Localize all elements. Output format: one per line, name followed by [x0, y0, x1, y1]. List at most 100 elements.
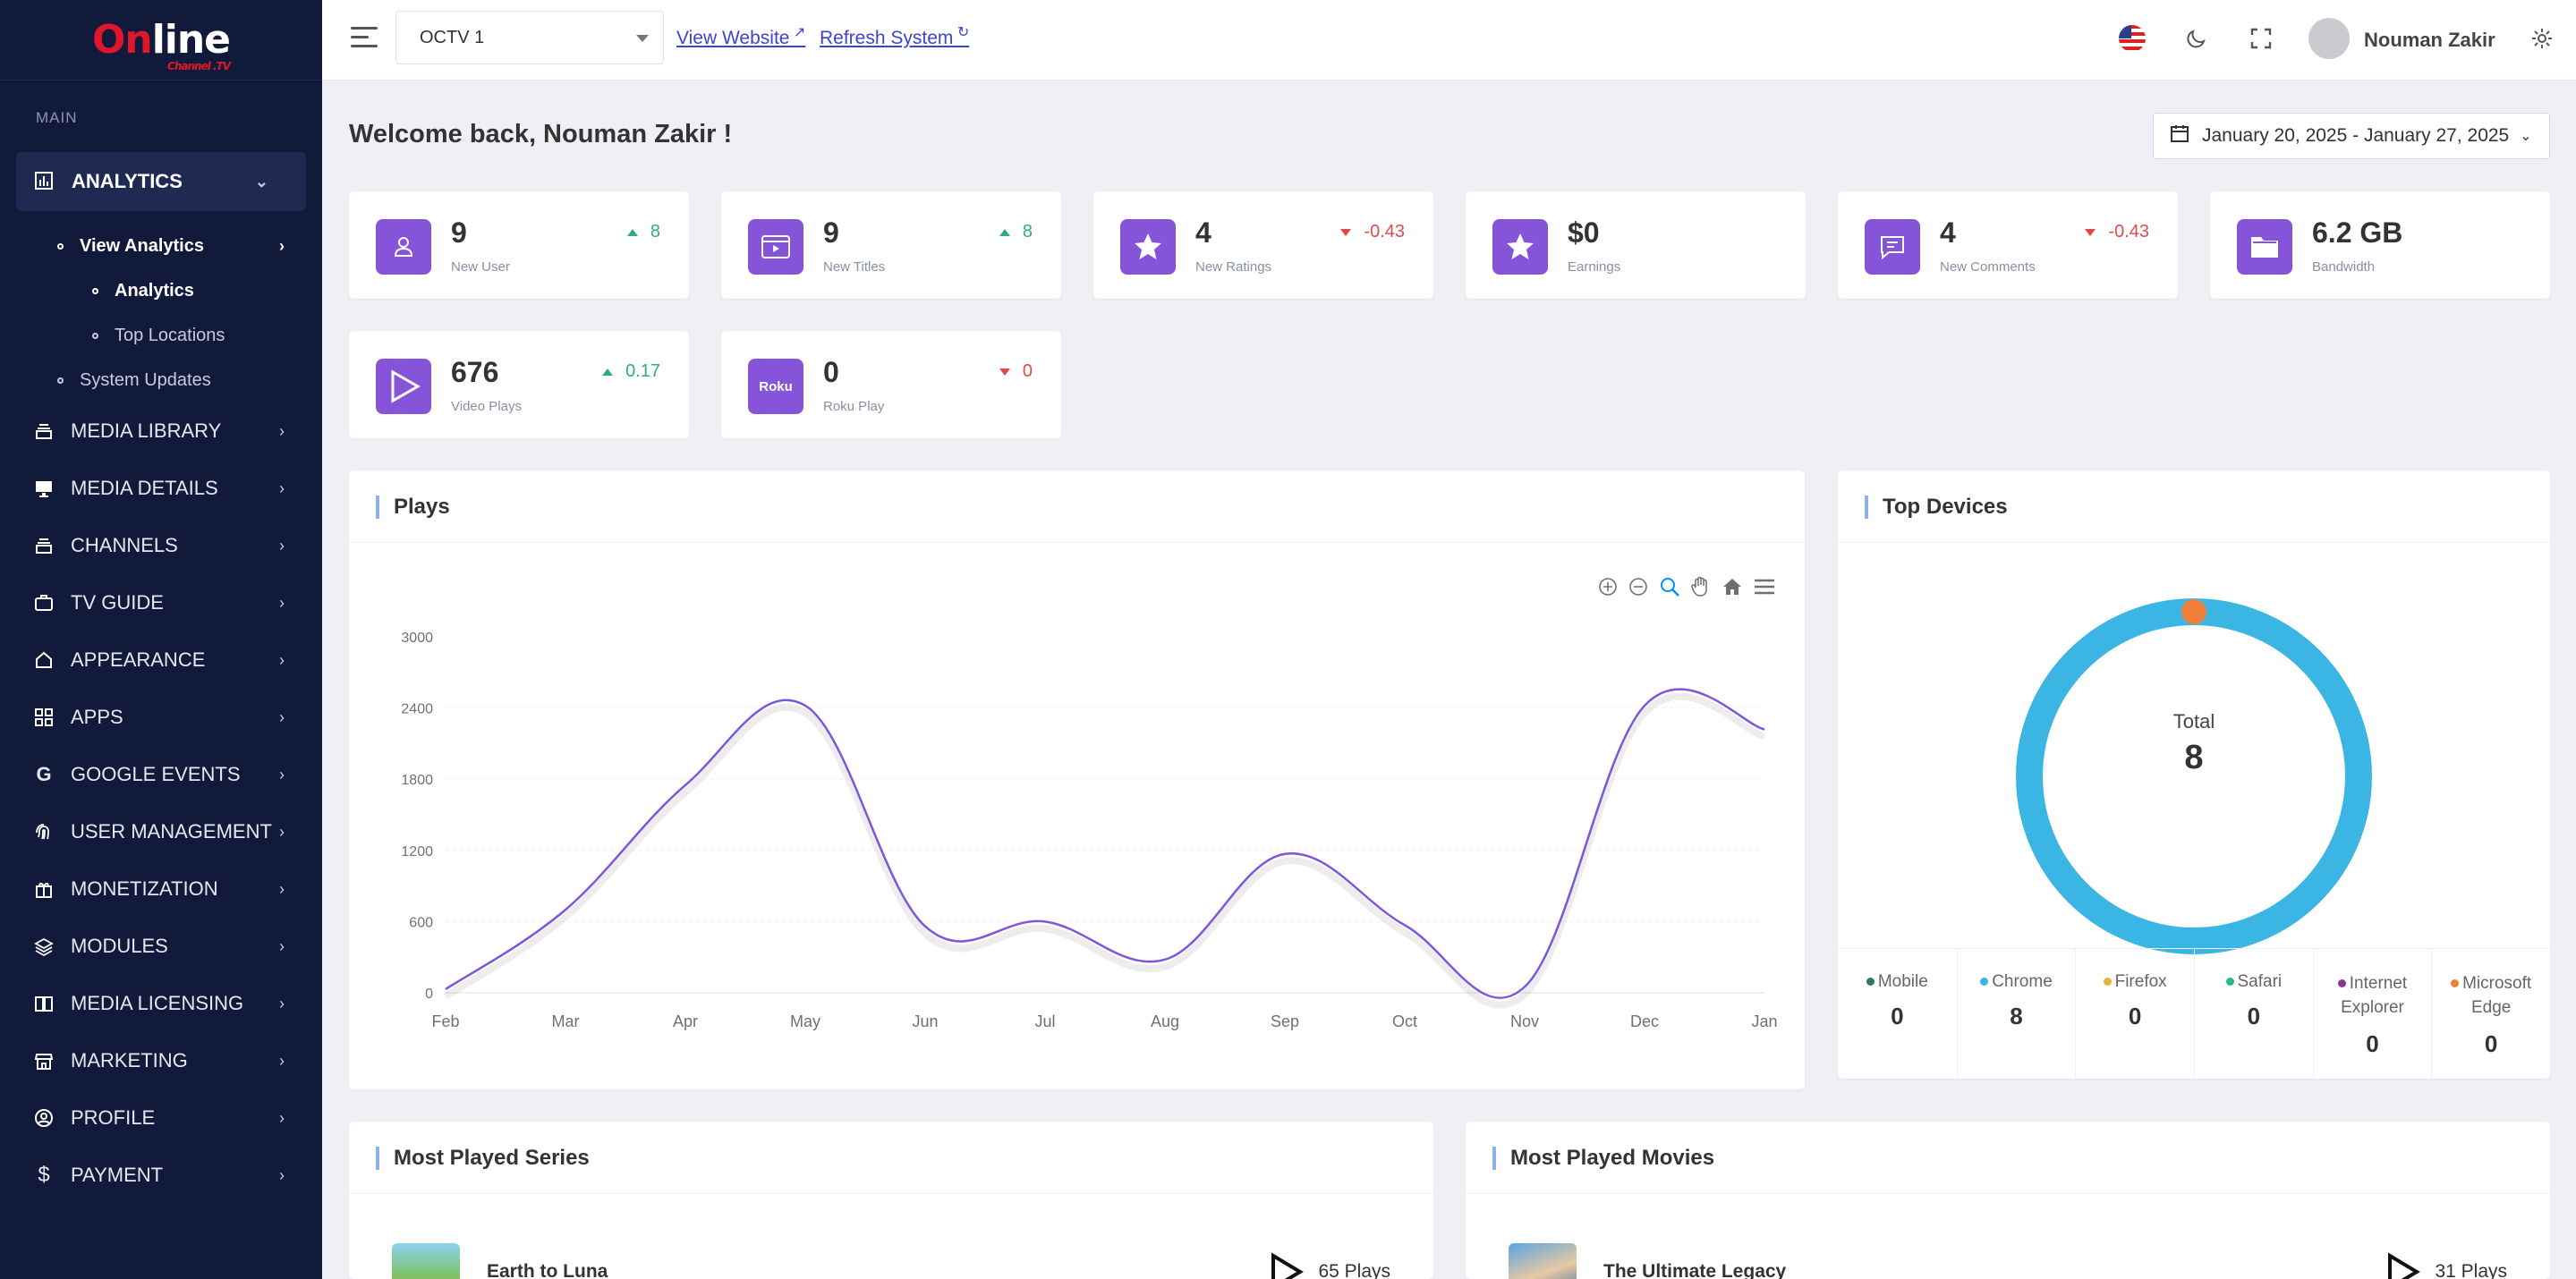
legend-item[interactable]: Safari 0 [2194, 949, 2313, 1080]
moon-icon[interactable] [2183, 25, 2210, 52]
topbar: OCTV 1 View Website ↗ Refresh System ↻ N… [322, 0, 2576, 80]
chart-menu-icon[interactable] [1754, 578, 1775, 600]
stat-card: 676 Video Plays 0.17 [349, 331, 689, 438]
sidebar-item-label: MEDIA LIBRARY [71, 419, 222, 442]
refresh-system-link[interactable]: Refresh System ↻ [820, 23, 969, 49]
sidebar-item-media-library[interactable]: MEDIA LIBRARY › [0, 402, 322, 460]
sidebar-item-marketing[interactable]: MARKETING › [0, 1032, 322, 1089]
legend-value: 0 [2247, 1003, 2261, 1029]
trend-up-icon [626, 228, 638, 236]
date-range-picker[interactable]: January 20, 2025 - January 27, 2025 ⌄ [2153, 113, 2550, 159]
y-tick-label: 3000 [401, 631, 433, 646]
roku-icon-text: Roku [759, 378, 793, 394]
view-website-link[interactable]: View Website ↗ [676, 23, 805, 49]
legend-name: Internet Explorer [2341, 974, 2408, 1017]
sidebar-item-appearance[interactable]: APPEARANCE › [0, 631, 322, 689]
play-count: 31 Plays [2383, 1252, 2507, 1279]
sidebar-item-channels[interactable]: CHANNELS › [0, 517, 322, 574]
zoom-out-icon[interactable] [1628, 577, 1648, 601]
stat-label: Earnings [1568, 259, 1621, 275]
chevron-right-icon: › [279, 421, 285, 440]
sidebar-subitem-system-updates[interactable]: System Updates [0, 358, 322, 402]
avatar[interactable] [2308, 18, 2350, 59]
logo[interactable]: Online Channel .TV [0, 0, 322, 80]
movie-thumbnail [1509, 1243, 1577, 1279]
stat-change-value: -0.43 [1364, 222, 1405, 241]
sidebar-item-media-details[interactable]: MEDIA DETAILS › [0, 460, 322, 517]
sidebar-subitem-analytics[interactable]: Analytics [0, 268, 322, 313]
sidebar-item-google-events[interactable]: G GOOGLE EVENTS › [0, 746, 322, 803]
sidebar: Online Channel .TV MAIN ANALYTICS ⌄ View… [0, 0, 322, 1279]
legend-name: Safari [2237, 972, 2283, 991]
stat-card: 9 New Titles 8 [721, 191, 1061, 299]
x-tick-label: Apr [673, 1012, 698, 1030]
legend-value: 0 [2128, 1003, 2142, 1029]
google-icon: G [36, 763, 52, 785]
stat-card: 9 New User 8 [349, 191, 689, 299]
magnify-icon[interactable] [1659, 576, 1680, 602]
sidebar-item-apps[interactable]: APPS › [0, 689, 322, 746]
chevron-right-icon: › [279, 1165, 285, 1184]
user-icon [376, 219, 431, 275]
fullscreen-icon[interactable] [2248, 25, 2274, 52]
sidebar-item-label: ANALYTICS [72, 170, 183, 192]
stat-label: New Comments [1940, 259, 2036, 275]
channel-select[interactable]: OCTV 1 [395, 11, 664, 64]
sidebar-item-modules[interactable]: MODULES › [0, 918, 322, 975]
comment-icon [1865, 219, 1920, 275]
external-link-icon: ↗ [789, 25, 806, 40]
sidebar-item-label: APPEARANCE [71, 648, 206, 671]
chevron-right-icon: › [279, 236, 285, 255]
pan-hand-icon[interactable] [1691, 576, 1711, 602]
video-window-icon [748, 219, 803, 275]
donut-marker-edge [2181, 599, 2206, 624]
zoom-in-icon[interactable] [1598, 577, 1618, 601]
logo-subtitle: Channel .TV [167, 59, 231, 72]
menu-toggle-icon[interactable] [351, 27, 378, 50]
caret-down-icon [636, 35, 649, 42]
x-tick-label: Aug [1151, 1012, 1179, 1030]
panel-title: Top Devices [1865, 496, 2008, 519]
legend-item[interactable]: Firefox 0 [2075, 949, 2194, 1080]
sidebar-item-payment[interactable]: $ PAYMENT › [0, 1147, 322, 1204]
legend-item[interactable]: Mobile 0 [1838, 949, 1957, 1080]
sidebar-item-user-management[interactable]: USER MANAGEMENT › [0, 803, 322, 860]
bullet-icon [92, 332, 98, 339]
date-range-value: January 20, 2025 - January 27, 2025 [2202, 125, 2510, 146]
sidebar-subitem-view-analytics[interactable]: View Analytics › [0, 224, 322, 268]
sidebar-item-monetization[interactable]: MONETIZATION › [0, 860, 322, 918]
play-count-value: 31 Plays [2435, 1261, 2507, 1279]
series-line-shadow [443, 692, 1766, 1009]
devices-legend: Mobile 0 Chrome 8 Firefox 0 Safari 0 Internet Ex… [1838, 948, 2550, 1080]
legend-item[interactable]: Internet Explorer 0 [2312, 949, 2432, 1080]
library-icon [33, 420, 55, 442]
stat-value: 676 [451, 356, 499, 388]
home-reset-icon[interactable] [1722, 577, 1743, 601]
grid-icon [33, 707, 55, 728]
legend-item[interactable]: Chrome 8 [1956, 949, 2076, 1080]
stat-card: 6.2 GB Bandwidth [2210, 191, 2550, 299]
sidebar-item-media-licensing[interactable]: MEDIA LICENSING › [0, 975, 322, 1032]
sidebar-item-label: TV GUIDE [71, 591, 164, 614]
sidebar-subitem-label: Analytics [115, 280, 194, 301]
sidebar-item-profile[interactable]: PROFILE › [0, 1089, 322, 1147]
sidebar-item-analytics[interactable]: ANALYTICS ⌄ [16, 152, 306, 211]
list-item[interactable]: The Ultimate Legacy 31 Plays [1466, 1243, 2550, 1279]
chevron-right-icon: › [279, 994, 285, 1012]
legend-item[interactable]: Microsoft Edge 0 [2431, 949, 2550, 1080]
play-count-value: 65 Plays [1318, 1261, 1390, 1279]
stat-label: Bandwidth [2312, 259, 2376, 275]
sidebar-subitem-label: System Updates [80, 369, 211, 390]
username[interactable]: Nouman Zakir [2364, 29, 2495, 51]
us-flag-icon[interactable] [2119, 25, 2146, 52]
stat-change: -0.43 [2085, 222, 2149, 242]
sidebar-subitem-top-locations[interactable]: Top Locations [0, 313, 322, 358]
logo-brand-line: line [151, 16, 231, 63]
list-item[interactable]: Earth to Luna 65 Plays [349, 1243, 1433, 1279]
x-tick-label: Jul [1034, 1012, 1055, 1030]
gear-icon[interactable] [2529, 25, 2555, 52]
stat-value: 9 [823, 216, 839, 249]
sidebar-item-tv-guide[interactable]: TV GUIDE › [0, 574, 322, 631]
play-icon [2388, 1252, 2421, 1279]
bullet-icon [57, 377, 64, 384]
